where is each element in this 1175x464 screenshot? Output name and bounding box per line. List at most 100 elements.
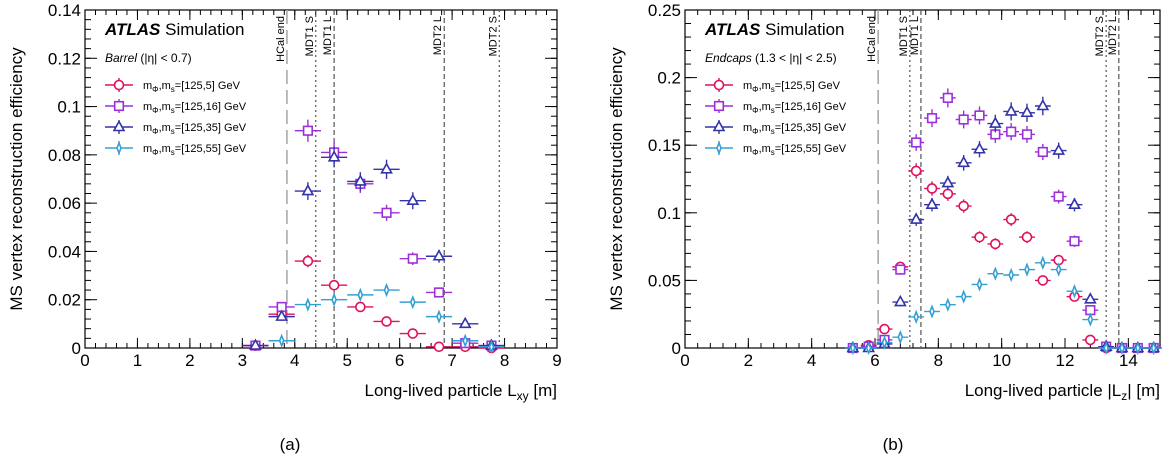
legend-label: mΦ,ms=[125,16] GeV xyxy=(743,101,847,115)
data-point xyxy=(1119,340,1125,356)
y-tick-label: 0.25 xyxy=(648,1,681,20)
boundary-label: MDT2 S xyxy=(487,16,499,56)
y-tick-label: 0.1 xyxy=(657,204,681,223)
data-point xyxy=(381,207,392,218)
data-point xyxy=(911,137,922,148)
data-point xyxy=(357,287,364,303)
data-point xyxy=(929,304,935,319)
data-point xyxy=(458,316,472,329)
data-point xyxy=(278,333,285,348)
data-point xyxy=(1069,236,1080,247)
data-point xyxy=(974,110,985,121)
y-tick-label: 0.08 xyxy=(48,146,81,165)
data-point xyxy=(974,231,985,243)
boundary-label: HCal end xyxy=(275,16,287,62)
data-point xyxy=(380,162,393,174)
data-point xyxy=(407,253,418,264)
data-point xyxy=(879,323,890,335)
data-point xyxy=(1087,312,1094,327)
data-point xyxy=(1005,214,1017,225)
data-point xyxy=(407,328,419,339)
legend-marker xyxy=(113,79,125,91)
data-point xyxy=(353,174,367,186)
series-2 xyxy=(844,88,1162,354)
experiment-label: ATLAS Simulation xyxy=(704,20,845,39)
boundary-label: MDT1 L xyxy=(909,16,921,55)
data-point xyxy=(925,197,939,209)
y-tick-label: 0.2 xyxy=(657,69,681,88)
y-tick-label: 0 xyxy=(72,339,81,358)
experiment-label: ATLAS Simulation xyxy=(104,20,245,39)
data-point xyxy=(1004,104,1018,116)
y-axis-title: MS vertex reconstruction efficiency xyxy=(7,47,26,311)
data-point xyxy=(958,200,969,212)
data-point xyxy=(462,333,469,348)
boundary-label: MDT1 L xyxy=(322,16,334,55)
y-axis-title: MS vertex reconstruction efficiency xyxy=(607,47,626,311)
y-tick-label: 0.14 xyxy=(48,1,81,20)
data-point xyxy=(897,330,904,345)
data-point xyxy=(305,297,311,312)
data-point xyxy=(1037,146,1048,158)
series-1 xyxy=(844,163,1162,354)
boundary-label: MDT2 S xyxy=(1094,16,1106,56)
legend-marker xyxy=(713,100,725,112)
x-tick-label: 6 xyxy=(870,351,879,370)
data-point xyxy=(1134,340,1141,356)
data-point xyxy=(383,282,390,298)
data-point xyxy=(1037,275,1049,286)
data-point xyxy=(1085,334,1096,346)
x-tick-label: 8 xyxy=(500,351,509,370)
data-point xyxy=(957,155,971,168)
x-tick-label: 4 xyxy=(807,351,816,370)
legend-label: mΦ,ms=[125,5] GeV xyxy=(743,80,841,94)
legend-marker xyxy=(712,119,726,132)
data-point xyxy=(406,193,420,206)
data-point xyxy=(926,183,938,194)
y-tick-label: 0.12 xyxy=(48,49,81,68)
x-tick-label: 3 xyxy=(238,351,247,370)
data-point xyxy=(249,338,262,350)
region-label: Endcaps (1.3 < |η| < 2.5) xyxy=(705,51,837,65)
data-point xyxy=(1039,255,1046,270)
data-point xyxy=(433,341,445,353)
data-point xyxy=(988,116,1002,128)
x-tick-label: 0 xyxy=(680,351,689,370)
x-tick-label: 6 xyxy=(395,351,404,370)
boundary-label: MDT1 S xyxy=(898,16,910,56)
x-tick-label: 12 xyxy=(1056,351,1075,370)
x-axis-title: Long-lived particle Lxy [m] xyxy=(365,381,558,403)
x-tick-label: 10 xyxy=(992,351,1011,370)
data-point xyxy=(355,301,366,313)
data-point xyxy=(944,297,951,312)
data-point xyxy=(1052,143,1066,155)
data-point xyxy=(992,266,999,281)
x-tick-label: 2 xyxy=(185,351,194,370)
y-tick-label: 0 xyxy=(672,339,681,358)
legend-label: mΦ,ms=[125,35] GeV xyxy=(743,122,847,136)
data-point xyxy=(895,264,906,275)
data-point xyxy=(331,292,337,307)
data-point xyxy=(436,309,442,324)
data-point xyxy=(1150,340,1157,356)
data-point xyxy=(1020,105,1034,118)
series-4 xyxy=(268,282,505,354)
data-point xyxy=(328,279,340,291)
data-point xyxy=(958,114,969,125)
panel-caption: (a) xyxy=(280,435,301,454)
series-4 xyxy=(844,255,1162,356)
data-point xyxy=(302,255,314,267)
y-tick-label: 0.06 xyxy=(48,194,81,213)
data-point xyxy=(409,294,416,310)
y-tick-label: 0.02 xyxy=(48,291,81,310)
data-point xyxy=(976,277,983,292)
x-tick-label: 4 xyxy=(290,351,299,370)
data-point xyxy=(1103,340,1110,356)
legend-marker xyxy=(116,140,122,156)
x-tick-label: 14 xyxy=(1119,351,1138,370)
data-point xyxy=(1071,284,1078,299)
data-point xyxy=(275,309,289,321)
data-point xyxy=(865,340,872,356)
y-tick-label: 0.15 xyxy=(648,136,681,155)
